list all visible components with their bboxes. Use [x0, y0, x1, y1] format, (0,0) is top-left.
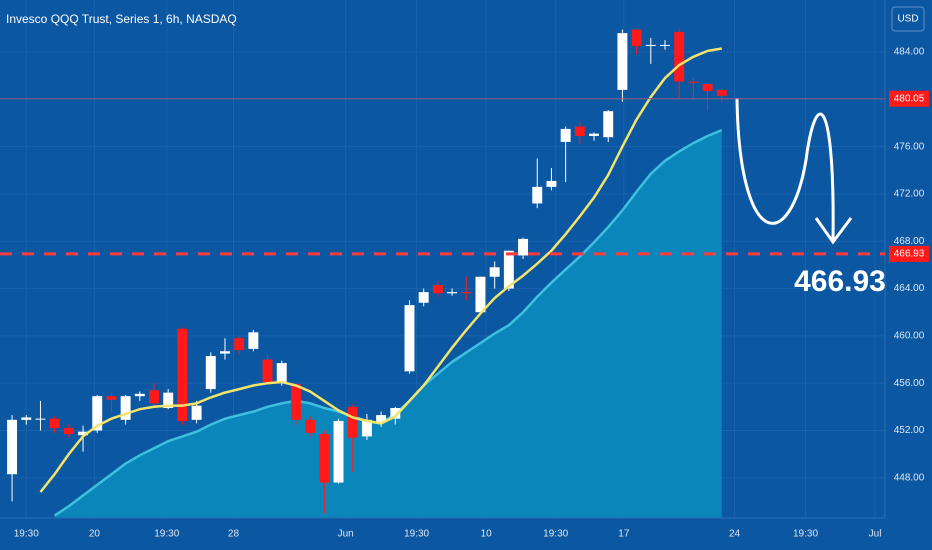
candle-body — [660, 44, 670, 46]
candle-body — [560, 128, 571, 142]
y-tick-label: 472.00 — [894, 189, 925, 200]
candle-body — [21, 417, 32, 420]
x-tick-label: 28 — [228, 529, 240, 540]
candle-body — [518, 238, 529, 256]
candle-body — [631, 29, 642, 47]
candle-body — [248, 332, 259, 349]
y-tick-label: 448.00 — [894, 472, 925, 483]
candle-body — [220, 351, 230, 354]
candle-body — [92, 396, 103, 431]
candle-body — [702, 83, 713, 92]
candle-body — [447, 292, 458, 294]
currency-label[interactable]: USD — [897, 14, 918, 25]
candle-body — [63, 428, 74, 435]
candle-body — [163, 392, 174, 409]
candle-body — [276, 363, 287, 382]
x-tick-label: 19:30 — [543, 529, 568, 540]
candle-body — [376, 415, 387, 423]
forecast-arrow — [735, 97, 835, 241]
candle-body — [688, 81, 699, 83]
candle-body — [716, 89, 727, 96]
target-axis-label: 466.93 — [894, 249, 925, 260]
x-tick-label: 19:30 — [154, 529, 179, 540]
x-tick-label: 20 — [89, 529, 101, 540]
x-tick-label: 19:30 — [404, 529, 429, 540]
chart-title: Invesco QQQ Trust, Series 1, 6h, NASDAQ — [6, 12, 237, 26]
y-tick-label: 484.00 — [894, 47, 925, 58]
x-tick-label: 17 — [618, 529, 630, 540]
candle-body — [262, 359, 273, 382]
candle-body — [418, 292, 429, 303]
x-tick-label: 24 — [729, 529, 741, 540]
candle-body — [120, 396, 131, 420]
x-tick-label: 10 — [481, 529, 493, 540]
candle-body — [149, 390, 159, 404]
candle-body — [617, 33, 628, 90]
candle-body — [333, 421, 344, 483]
candle-body — [461, 292, 472, 294]
candle-body — [361, 419, 372, 437]
ma-fast-line — [39, 47, 723, 493]
candle-body — [475, 276, 486, 313]
candle-body — [205, 355, 216, 390]
y-tick-label: 464.00 — [894, 283, 925, 294]
x-tick-label: Jun — [338, 529, 354, 540]
candle-body — [234, 338, 245, 351]
candle-body — [305, 419, 316, 433]
candle-body — [7, 419, 18, 475]
currency-button[interactable] — [891, 6, 925, 32]
last-price-label: 480.05 — [894, 93, 925, 104]
plot-area — [0, 0, 885, 518]
y-tick-label: 456.00 — [894, 378, 925, 389]
x-tick-label: 19:30 — [14, 529, 39, 540]
candle-body — [674, 31, 685, 82]
candle-body — [319, 434, 330, 483]
candle-body — [489, 267, 500, 277]
y-tick-label: 468.00 — [894, 236, 925, 247]
candle-body — [191, 405, 202, 420]
candle-body — [432, 285, 443, 294]
x-tick-label: 19:30 — [793, 529, 818, 540]
candle-body — [546, 180, 557, 187]
candle-body — [134, 393, 145, 397]
candle-body — [532, 186, 543, 204]
last-price-box — [889, 90, 929, 107]
y-tick-label: 460.00 — [894, 331, 925, 342]
candle-body — [390, 408, 401, 419]
candle-body — [589, 133, 599, 137]
arrow-head — [814, 217, 853, 245]
candle-body — [574, 126, 585, 137]
candle-body — [347, 406, 358, 438]
candle-body — [78, 431, 89, 436]
candle-body — [503, 250, 514, 289]
candle-body — [645, 44, 656, 46]
candle-body — [603, 111, 614, 138]
candle-body — [404, 305, 415, 372]
y-tick-label: 452.00 — [894, 425, 925, 436]
candle-body — [49, 418, 60, 429]
candle-body — [177, 328, 188, 422]
candle-body — [290, 384, 301, 420]
target-annotation: 466.93 — [794, 265, 886, 298]
candle-body — [106, 396, 117, 400]
candle-body — [35, 418, 46, 420]
x-tick-label: Jul — [869, 529, 882, 540]
target-box — [889, 245, 929, 262]
y-tick-label: 476.00 — [894, 141, 925, 152]
